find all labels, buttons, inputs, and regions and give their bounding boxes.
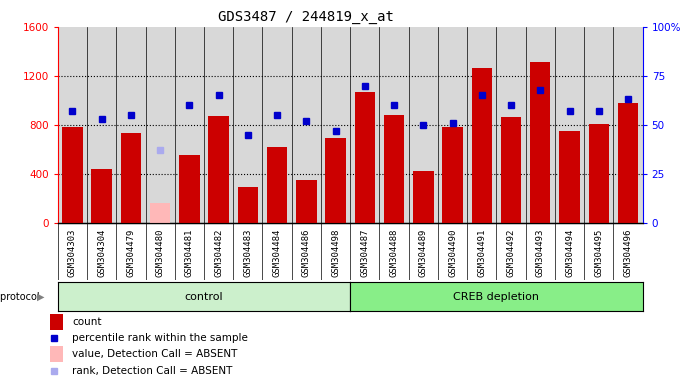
Text: GSM304479: GSM304479 — [126, 228, 135, 277]
Bar — [617, 103, 639, 223]
Bar — [50, 346, 63, 362]
Text: GSM304303: GSM304303 — [68, 228, 77, 277]
Text: ▶: ▶ — [37, 291, 45, 302]
Text: GSM304490: GSM304490 — [448, 228, 457, 277]
Text: GSM304495: GSM304495 — [594, 228, 603, 277]
Bar — [471, 68, 492, 223]
Text: GSM304483: GSM304483 — [243, 228, 252, 277]
Text: GSM304492: GSM304492 — [507, 228, 515, 277]
Text: GSM304304: GSM304304 — [97, 228, 106, 277]
Text: GSM304489: GSM304489 — [419, 228, 428, 277]
Text: rank, Detection Call = ABSENT: rank, Detection Call = ABSENT — [72, 366, 233, 376]
Bar — [179, 156, 200, 223]
Text: GSM304491: GSM304491 — [477, 228, 486, 277]
Text: GSM304487: GSM304487 — [360, 228, 369, 277]
Bar — [62, 127, 83, 223]
Bar — [267, 147, 288, 223]
Text: GSM304493: GSM304493 — [536, 228, 545, 277]
Bar — [442, 127, 463, 223]
Bar — [413, 171, 434, 223]
Text: percentile rank within the sample: percentile rank within the sample — [72, 333, 248, 343]
Bar — [91, 169, 112, 223]
Text: GSM304494: GSM304494 — [565, 228, 574, 277]
Text: protocol: protocol — [0, 291, 43, 302]
Text: GSM304486: GSM304486 — [302, 228, 311, 277]
Text: GSM304481: GSM304481 — [185, 228, 194, 277]
Bar — [500, 118, 522, 223]
Bar — [237, 187, 258, 223]
Text: control: control — [185, 291, 223, 302]
Text: GSM304498: GSM304498 — [331, 228, 340, 277]
Text: GSM304484: GSM304484 — [273, 228, 282, 277]
Bar — [150, 203, 171, 223]
Bar — [588, 124, 609, 223]
Text: GSM304488: GSM304488 — [390, 228, 398, 277]
Text: GSM304496: GSM304496 — [624, 228, 632, 277]
Text: count: count — [72, 317, 101, 327]
Bar — [559, 131, 580, 223]
Bar — [120, 133, 141, 223]
Bar — [325, 138, 346, 223]
Text: CREB depletion: CREB depletion — [454, 291, 539, 302]
Bar — [50, 314, 63, 330]
Text: GSM304480: GSM304480 — [156, 228, 165, 277]
Bar — [530, 62, 551, 223]
Text: GSM304482: GSM304482 — [214, 228, 223, 277]
Bar — [296, 180, 317, 223]
Text: value, Detection Call = ABSENT: value, Detection Call = ABSENT — [72, 349, 237, 359]
Bar — [208, 116, 229, 223]
Text: GDS3487 / 244819_x_at: GDS3487 / 244819_x_at — [218, 10, 394, 23]
Bar — [354, 92, 375, 223]
Bar — [384, 115, 405, 223]
